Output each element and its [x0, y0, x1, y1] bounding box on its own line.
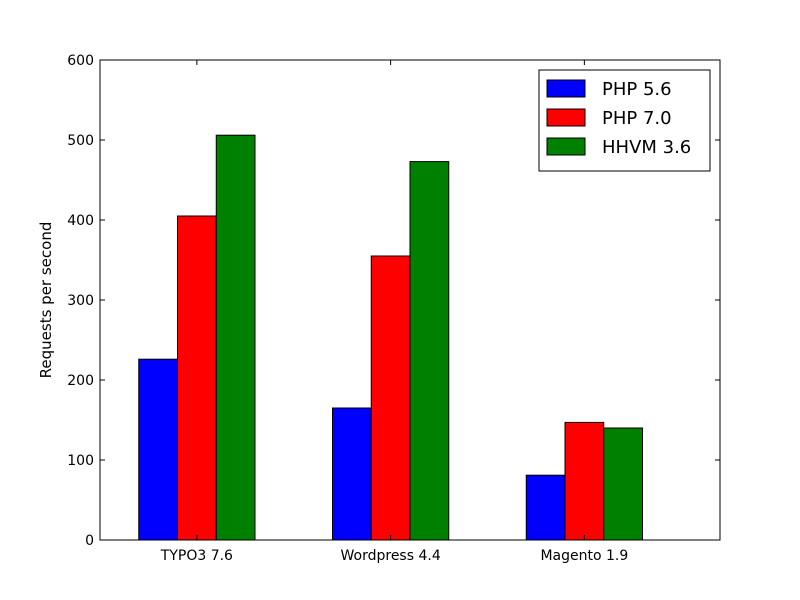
y-axis-label: Requests per second: [37, 222, 55, 379]
bar-hhvm-3-6-0: [215, 134, 256, 541]
legend-label: PHP 5.6: [602, 79, 672, 100]
bar-php-7-0-2: [564, 421, 605, 541]
bar-php-5-6-0: [138, 358, 178, 541]
bar-php-5-6-1: [332, 407, 372, 541]
legend-swatch: [546, 108, 586, 127]
y-tick-label: 600: [67, 53, 94, 69]
y-tick-label: 0: [85, 533, 94, 549]
legend-label: PHP 7.0: [602, 108, 672, 129]
legend-swatch: [546, 79, 586, 98]
x-axis: TYPO3 7.6 Wordpress 4.4 Magento 1.9: [160, 60, 628, 564]
bar-hhvm-3-6-2: [603, 427, 643, 541]
bar-php-5-6-2: [525, 474, 566, 541]
y-axis: 0 100 200 300 400 500 600: [67, 53, 720, 549]
y-tick-label: 400: [67, 213, 94, 229]
bar-php-7-0-0: [177, 215, 217, 541]
y-tick-label: 500: [67, 133, 94, 149]
x-tick-label: TYPO3 7.6: [160, 548, 233, 564]
legend: PHP 5.6 PHP 7.0 HHVM 3.6: [538, 69, 711, 172]
y-tick-label: 100: [67, 453, 94, 469]
legend-swatch: [546, 137, 586, 156]
y-tick-label: 200: [67, 373, 94, 389]
bar-hhvm-3-6-1: [409, 161, 450, 541]
bar-php-7-0-1: [370, 255, 411, 541]
bars-layer: [138, 134, 643, 541]
x-tick-label: Magento 1.9: [540, 548, 628, 564]
legend-label: HHVM 3.6: [602, 137, 691, 158]
y-tick-label: 300: [67, 293, 94, 309]
x-tick-label: Wordpress 4.4: [341, 548, 441, 564]
